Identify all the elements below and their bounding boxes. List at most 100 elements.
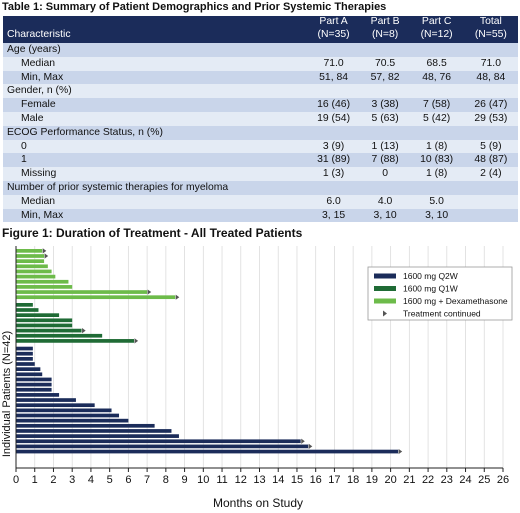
table-row: Min, Max 51, 84 57, 82 48, 76 48, 84 [3, 70, 518, 85]
treatment-continued-marker [175, 294, 180, 300]
bar [16, 439, 301, 444]
bar [16, 372, 43, 377]
bar [16, 254, 45, 258]
header-part-c-n: (N=12) [409, 28, 464, 43]
row-value: 5 (63) [371, 112, 399, 124]
row-value [464, 209, 518, 223]
bar [16, 423, 155, 428]
row-value: 3 (38) [371, 99, 399, 111]
bar [16, 274, 56, 279]
x-axis-label: Months on Study [213, 496, 303, 510]
bar [16, 351, 33, 356]
table-row: Median 71.0 70.5 68.5 71.0 [3, 56, 518, 71]
row-value: 71.0 [480, 57, 501, 69]
bar [16, 264, 48, 269]
bar [16, 339, 135, 343]
row-value [306, 84, 360, 98]
bar [16, 408, 112, 413]
treatment-continued-marker [134, 338, 139, 344]
row-label: 0 [21, 140, 27, 152]
figure-title: Figure 1: Duration of Treatment - All Tr… [2, 226, 303, 240]
bar [16, 429, 172, 433]
row-value [464, 195, 518, 209]
row-value: 5.0 [429, 195, 444, 207]
row-value: 68.5 [426, 57, 447, 69]
header-total-n: (N=55) [463, 28, 518, 43]
row-value [464, 181, 518, 195]
table-header-row-counts: Characteristic (N=35) (N=8) (N=12) (N=55… [3, 28, 518, 43]
row-label: Missing [21, 168, 57, 180]
x-tick-label: 23 [441, 474, 453, 486]
legend-swatch [374, 273, 396, 279]
row-label: Min, Max [21, 71, 64, 83]
x-tick-label: 7 [144, 474, 150, 486]
row-value: 57, 82 [370, 71, 400, 83]
header-blank [3, 16, 307, 29]
x-tick-label: 24 [459, 474, 471, 486]
bar [16, 279, 69, 284]
table-row: Missing 1 (3) 0 1 (8) 2 (4) [3, 167, 518, 181]
row-value [464, 84, 518, 98]
row-label: Median [21, 195, 56, 207]
row-value: 6.0 [326, 195, 341, 207]
row-value [464, 43, 518, 57]
row-value [464, 126, 518, 140]
bar [16, 387, 52, 392]
row-label: Age (years) [7, 44, 61, 55]
bar [16, 362, 35, 366]
bar [16, 357, 33, 361]
x-tick-label: 3 [69, 474, 75, 486]
row-value: 26 (47) [474, 99, 508, 111]
row-value: 1 (13) [371, 140, 399, 152]
row-value: 70.5 [374, 57, 396, 69]
row-value: 3, 15 [322, 209, 346, 221]
row-value: 48 (87) [474, 154, 508, 166]
treatment-continued-marker [147, 289, 152, 295]
bar [16, 367, 41, 371]
bar [16, 328, 82, 333]
header-part-b: Part B [360, 16, 410, 29]
row-value: 0 [382, 168, 388, 180]
bar [16, 313, 60, 317]
row-value [306, 43, 360, 57]
x-tick-label: 10 [197, 474, 209, 486]
bar [16, 303, 33, 307]
x-tick-label: 9 [182, 474, 188, 486]
bar [16, 318, 73, 323]
bar [16, 295, 176, 300]
header-part-a-n: (N=35) [306, 28, 361, 43]
row-value: 16 (46) [317, 99, 351, 111]
header-characteristic: Characteristic [3, 28, 307, 43]
row-value: 51, 84 [319, 71, 349, 83]
row-label: Gender, n (%) [7, 85, 72, 97]
table-row: Gender, n (%) [3, 84, 518, 99]
legend-label: 1600 mg Q1W [403, 284, 458, 294]
x-tick-label: 25 [478, 474, 490, 486]
row-value: 48, 76 [422, 71, 452, 83]
bar [16, 269, 52, 274]
row-label: Median [21, 57, 56, 69]
row-value [410, 43, 464, 57]
demographics-table: Part A Part B Part C Total Characteristi… [3, 16, 518, 223]
table-row: ECOG Performance Status, n (%) [3, 125, 518, 140]
row-value [361, 43, 410, 57]
row-value: 3, 10 [373, 209, 397, 221]
legend-label: 1600 mg + Dexamethasone [403, 296, 508, 306]
bar [16, 346, 33, 351]
x-tick-label: 11 [216, 474, 227, 486]
treatment-continued-marker [308, 443, 313, 449]
row-value: 1 (8) [425, 140, 448, 152]
table-header-row-names: Part A Part B Part C Total [3, 16, 518, 29]
row-value [306, 126, 360, 140]
row-label: 1 [21, 154, 27, 166]
row-label: ECOG Performance Status, n (%) [7, 126, 163, 138]
x-tick-label: 20 [384, 474, 396, 486]
table-title: Table 1: Summary of Patient Demographics… [2, 1, 387, 13]
legend-marker-icon [383, 310, 387, 317]
row-value: 10 (83) [420, 154, 454, 166]
table-row: Number of prior systemic therapies for m… [3, 180, 518, 195]
x-tick-label: 6 [125, 474, 131, 486]
table-row: Age (years) [3, 43, 518, 57]
header-part-c: Part C [409, 16, 464, 29]
bar [16, 434, 179, 438]
